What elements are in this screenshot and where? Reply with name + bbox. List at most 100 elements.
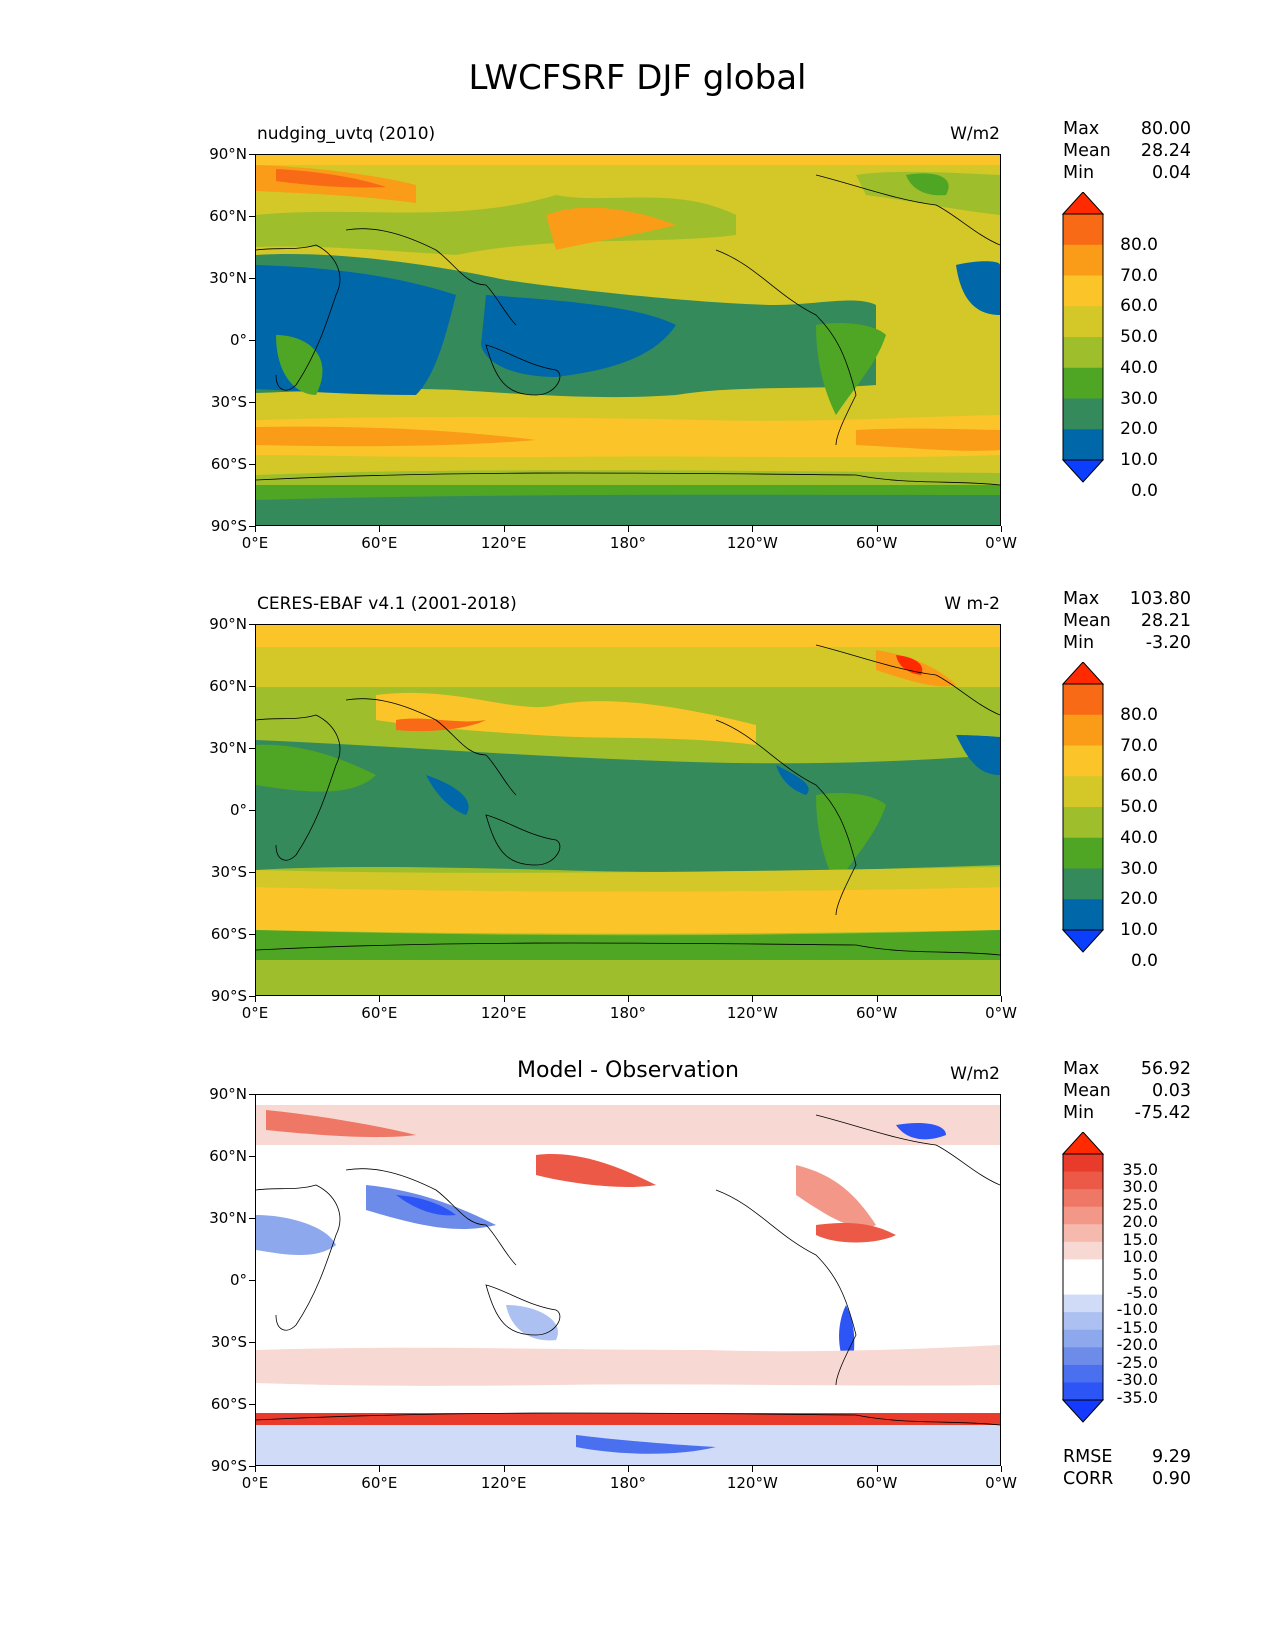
lat-tick-mark: [249, 686, 255, 687]
lon-tick-label: 60°E: [361, 1474, 398, 1492]
colorbar-segment: [1063, 807, 1103, 839]
colorbar-segment: [1063, 1241, 1103, 1260]
colorbar-tick-label: 10.0: [1120, 920, 1158, 940]
colorbar-tick-label: -30.0: [1116, 1370, 1158, 1390]
lon-tick-label: 120°W: [726, 534, 778, 552]
lat-tick-label: 30°N: [209, 739, 247, 757]
colorbar-segment: [1063, 1329, 1103, 1348]
stat-label: Min: [1063, 1103, 1095, 1123]
lat-tick-label: 60°S: [210, 455, 247, 473]
colorbar-segment: [1063, 1259, 1103, 1278]
colorbar-frame: [1062, 213, 1104, 461]
lon-tick-mark: [503, 1466, 505, 1472]
lon-tick-label: 120°W: [726, 1004, 778, 1022]
colorbar-extend-max: [1061, 662, 1105, 685]
lat-tick-label: 30°S: [210, 393, 247, 411]
lon-tick-mark: [752, 996, 754, 1002]
stat-value: 28.24: [1140, 141, 1191, 161]
lat-tick-label: 0°: [229, 331, 247, 349]
colorbar-segment: [1063, 1189, 1103, 1208]
lat-tick-label: 30°S: [210, 1333, 247, 1351]
lat-tick-label: 0°: [229, 1271, 247, 1289]
lat-tick-mark: [249, 1280, 255, 1281]
stat-value: 103.80: [1129, 589, 1191, 609]
panel-1-stats: Max 80.00 Mean 28.24 Min 0.04: [1063, 118, 1191, 186]
stat-value: 0.04: [1152, 163, 1191, 183]
lon-tick-mark: [503, 526, 505, 532]
stat-value: 9.29: [1152, 1447, 1191, 1467]
colorbar-tick-label: 10.0: [1120, 450, 1158, 470]
colorbar-tick-label: 60.0: [1120, 296, 1158, 317]
lat-tick-mark: [249, 748, 255, 749]
panel-1-map: [255, 154, 1001, 526]
colorbar-tick-label: -35.0: [1116, 1388, 1158, 1407]
lon-tick-mark: [876, 996, 878, 1002]
lon-tick-label: 0°W: [985, 1474, 1017, 1492]
lat-tick-mark: [249, 1156, 255, 1157]
stat-value: 0.90: [1152, 1469, 1191, 1489]
panel-3-map: [255, 1094, 1001, 1466]
panel-3-units: W/m2: [950, 1064, 1000, 1084]
colorbar-tick-label: 5.0: [1132, 1265, 1158, 1284]
colorbar-segment: [1063, 1364, 1103, 1383]
lon-tick-mark: [628, 526, 629, 532]
lon-tick-label: 60°E: [361, 534, 398, 552]
panel-2-colorbar: [1061, 662, 1105, 953]
colorbar-tick-label: 40.0: [1120, 357, 1158, 378]
lat-tick-mark: [249, 872, 255, 873]
colorbar-tick-label: 30.0: [1122, 1177, 1158, 1197]
lat-tick-label: 60°N: [209, 677, 247, 695]
colorbar-segment: [1063, 1224, 1103, 1243]
colorbar-tick-label: 0.0: [1130, 950, 1158, 971]
colorbar-extend-max: [1061, 1132, 1105, 1155]
lon-tick-label: 120°E: [480, 1004, 527, 1022]
colorbar-tick-label: -5.0: [1126, 1282, 1158, 1302]
colorbar-tick-label: 70.0: [1120, 265, 1158, 286]
panel-2-stats: Max 103.80 Mean 28.21 Min -3.20: [1063, 588, 1191, 656]
colorbar-tick-label: 80.0: [1120, 234, 1158, 255]
panel-2-map: [255, 624, 1001, 996]
lat-tick-mark: [249, 216, 255, 217]
lon-tick-mark: [752, 1466, 754, 1472]
lat-tick-mark: [249, 402, 255, 403]
lon-tick-label: 180°: [609, 1474, 647, 1492]
colorbar-tick-label: 10.0: [1122, 1247, 1158, 1267]
colorbar-frame: [1062, 683, 1104, 931]
stat-label: Min: [1063, 163, 1095, 183]
colorbar-segment: [1063, 306, 1103, 338]
lat-tick-mark: [249, 1218, 255, 1219]
colorbar-tick-label: 60.0: [1120, 766, 1158, 787]
lon-tick-mark: [255, 1466, 256, 1472]
colorbar-tick-label: -25.0: [1116, 1352, 1158, 1372]
lat-tick-label: 60°N: [209, 207, 247, 225]
colorbar-segment: [1063, 1294, 1103, 1313]
panel-3-stats: Max 56.92 Mean 0.03 Min -75.42: [1063, 1058, 1191, 1126]
lat-tick-label: 0°: [229, 801, 247, 819]
colorbar-tick-label: 20.0: [1120, 889, 1158, 910]
colorbar-segment: [1063, 745, 1103, 777]
lat-tick-mark: [249, 154, 255, 155]
lat-tick-label: 90°N: [209, 615, 247, 633]
stat-label: CORR: [1063, 1469, 1114, 1489]
colorbar-extend-min: [1061, 459, 1105, 483]
lat-tick-mark: [249, 1466, 255, 1467]
stat-value: 0.03: [1152, 1081, 1191, 1101]
stat-value: -3.20: [1145, 633, 1191, 653]
colorbar-extend-min: [1061, 929, 1105, 953]
lat-tick-label: 90°S: [210, 1457, 247, 1475]
colorbar-tick-label: 20.0: [1122, 1212, 1158, 1232]
lat-tick-label: 90°S: [210, 517, 247, 535]
lon-tick-mark: [628, 1466, 629, 1472]
colorbar-segment: [1063, 244, 1103, 276]
colorbar-segment: [1063, 714, 1103, 746]
colorbar-tick-label: 20.0: [1120, 419, 1158, 440]
lat-tick-mark: [249, 996, 255, 997]
colorbar-segment: [1063, 1206, 1103, 1225]
lon-tick-label: 0°W: [985, 1004, 1017, 1022]
panel-1-units: W/m2: [950, 124, 1000, 144]
panel-2-field: [256, 625, 1000, 995]
colorbar-segment: [1063, 1347, 1103, 1366]
panel-3-colorbar: [1061, 1132, 1105, 1423]
stat-label: Mean: [1063, 1081, 1111, 1101]
lon-tick-mark: [503, 996, 505, 1002]
